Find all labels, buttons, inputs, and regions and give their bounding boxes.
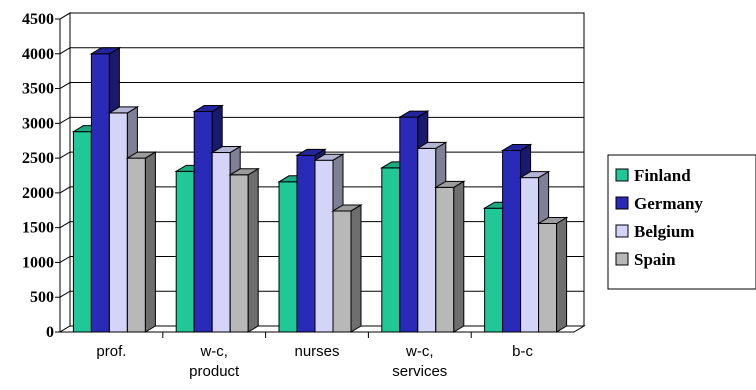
legend-swatch <box>615 196 629 210</box>
y-tick-label: 4000 <box>22 46 54 63</box>
bar-top <box>415 141 448 149</box>
bar-top <box>500 143 533 151</box>
y-tick-label: 4500 <box>22 11 54 28</box>
bar-front <box>108 112 128 333</box>
legend-swatch <box>615 168 629 182</box>
bar-front <box>90 53 110 333</box>
bar-front <box>520 177 540 333</box>
bar-front <box>538 222 558 333</box>
bar-top <box>228 168 261 176</box>
bar-top <box>125 151 158 159</box>
bar-top <box>210 146 243 154</box>
y-tick-label: 500 <box>30 289 54 306</box>
y-tick-label: 0 <box>46 324 54 341</box>
y-axis-ticks: 0 500 1000 1500 2000 2500 3000 3500 4000 4500 <box>22 11 61 341</box>
legend-item: Germany <box>615 194 703 213</box>
bar-top <box>313 153 345 161</box>
bar-front <box>502 149 522 333</box>
legend-label: Belgium <box>634 222 694 241</box>
legend-item: Spain <box>615 250 676 269</box>
bar-front <box>193 111 213 333</box>
bar-front <box>381 167 401 333</box>
bars <box>71 46 569 333</box>
bar-front <box>72 131 92 333</box>
bar-front <box>417 147 437 333</box>
legend-label: Germany <box>634 194 703 213</box>
bar-top <box>89 47 122 55</box>
bar-top <box>295 148 327 156</box>
bar-front <box>296 154 316 333</box>
legend-swatch <box>615 224 629 238</box>
bar <box>331 204 363 333</box>
bar-side <box>453 180 465 333</box>
bar-front <box>229 174 249 333</box>
bar-front <box>175 170 195 333</box>
bar-top <box>331 204 363 212</box>
x-axis-ticks: prof. w-c, product nurses w-c, services b-c <box>96 332 534 380</box>
bar-front <box>211 152 231 333</box>
legend-swatch <box>615 252 629 266</box>
y-tick-label: 3000 <box>22 115 54 132</box>
bar-top <box>433 180 466 188</box>
bar-side <box>144 151 156 333</box>
bar-side <box>350 204 362 333</box>
bar-top <box>107 106 140 114</box>
bar-front <box>332 210 352 333</box>
x-tick-label: w-c, <box>199 343 228 360</box>
bar-top <box>518 171 551 179</box>
bar-side <box>556 216 568 333</box>
bar <box>228 167 261 333</box>
y-tick-label: 2000 <box>22 185 54 202</box>
gridline <box>59 12 584 20</box>
legend: Finland Germany Belgium Spain <box>607 154 756 290</box>
x-tick-label: prof. <box>96 343 126 360</box>
x-tick-label: w-c, <box>405 343 434 360</box>
side-wall <box>59 12 71 333</box>
x-tick-label: b-c <box>512 343 533 360</box>
bar <box>125 151 158 333</box>
bar-top <box>536 216 569 224</box>
bar-front <box>278 181 298 333</box>
y-tick-label: 1000 <box>22 254 54 271</box>
bar <box>536 216 569 333</box>
bar-front <box>126 157 146 333</box>
bar-front <box>435 186 455 333</box>
legend-label: Spain <box>634 250 676 269</box>
gridline <box>59 82 584 89</box>
bar-side <box>247 167 259 333</box>
bar-front <box>399 116 419 333</box>
legend-item: Belgium <box>615 222 694 241</box>
legend-box <box>607 154 756 290</box>
bar-top <box>192 105 225 113</box>
x-tick-label: product <box>189 363 240 380</box>
y-tick-label: 1500 <box>22 220 54 237</box>
gridline <box>59 47 584 55</box>
bar-front <box>314 159 334 333</box>
y-tick-label: 3500 <box>22 81 54 98</box>
legend-label: Finland <box>634 166 691 185</box>
bar-top <box>397 110 430 118</box>
bar <box>433 180 466 333</box>
bar-front <box>484 207 504 333</box>
legend-item: Finland <box>615 166 691 185</box>
y-tick-label: 2500 <box>22 150 54 167</box>
x-tick-label: nurses <box>294 343 339 360</box>
x-tick-label: services <box>392 363 447 380</box>
